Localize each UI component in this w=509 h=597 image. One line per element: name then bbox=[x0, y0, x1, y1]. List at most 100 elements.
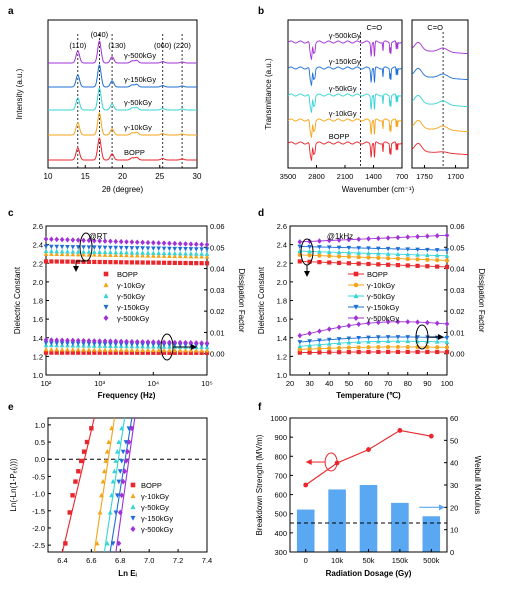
panel-c-dk-point bbox=[145, 246, 151, 251]
panel-c-dk-point bbox=[65, 244, 70, 250]
panel-e-x-tick-label: 7.2 bbox=[173, 556, 183, 565]
panel-c-dk-point bbox=[172, 250, 178, 256]
panel-e-point bbox=[97, 509, 103, 515]
panel-c-dk-point bbox=[43, 236, 49, 242]
panel-c-y2-label: Dissipation Factor bbox=[237, 268, 246, 332]
panel-d-df-point bbox=[356, 335, 361, 341]
panel-e-legend-marker bbox=[130, 526, 136, 532]
panel-c-y-tick-label: 1.4 bbox=[33, 334, 43, 343]
panel-d-df-point bbox=[376, 335, 381, 340]
panel-c-dk-point bbox=[59, 248, 65, 254]
panel-b-x-tick-label: 700 bbox=[396, 172, 409, 181]
panel-d-legend-label: γ-150kGy bbox=[367, 303, 399, 312]
panel-c-dk-point bbox=[183, 253, 188, 259]
panel-c-df-point bbox=[199, 350, 204, 355]
panel-c-df-point bbox=[161, 350, 167, 355]
panel-c-dk-point bbox=[108, 238, 113, 245]
panel-c-dk-point bbox=[70, 249, 76, 254]
panel-c-dk-point bbox=[183, 241, 188, 247]
panel-d-dk-point bbox=[415, 247, 420, 252]
panel-b-x-tick-label: 3500 bbox=[280, 172, 297, 181]
panel-c-dk-point bbox=[193, 254, 199, 259]
panel-d-df-point bbox=[346, 350, 351, 355]
panel-c-dk-point bbox=[43, 248, 49, 254]
panel-c-dk-point bbox=[129, 239, 135, 245]
panel-f-y-tick-label: 300 bbox=[274, 548, 287, 557]
panel-d-dk-point bbox=[366, 261, 371, 267]
panel-c-df-point bbox=[70, 347, 76, 352]
panel-d-df-point bbox=[336, 324, 342, 331]
panel-d-df-point bbox=[395, 319, 401, 325]
panel-e-point bbox=[109, 492, 115, 498]
panel-d-df-line bbox=[299, 346, 448, 350]
panel-d-y-tick-label: 1.8 bbox=[277, 297, 287, 306]
panel-d-dk-line bbox=[299, 246, 448, 251]
panel-c-df-point bbox=[151, 342, 156, 348]
panel-c-df-point bbox=[118, 338, 124, 345]
panel-c-df-point bbox=[134, 338, 140, 345]
panel-c-y-label: Dielectric Constant bbox=[13, 266, 22, 334]
panel-e-fit-line bbox=[115, 417, 136, 553]
panel-a-series-label: γ-50kGy bbox=[124, 98, 152, 107]
panel-d-x-tick-label: 80 bbox=[404, 379, 412, 388]
panel-a-series-line bbox=[48, 112, 197, 136]
panel-f-weibull-bar bbox=[328, 489, 346, 552]
panel-c-dk-point bbox=[43, 259, 49, 264]
panel-c-dk-point bbox=[156, 250, 162, 255]
panel-e-point bbox=[119, 425, 125, 431]
panel-c-df-point bbox=[140, 350, 145, 355]
panel-e-point bbox=[81, 449, 87, 454]
panel-c-dk-point bbox=[161, 240, 167, 246]
panel-d-dk-point bbox=[336, 245, 342, 251]
panel-f-breakdown-arrowhead bbox=[305, 459, 312, 466]
panel-c-df-point bbox=[118, 347, 124, 352]
panel-d-y-tick-label: 1.2 bbox=[277, 352, 287, 361]
panel-d-legend-label: γ-10kGy bbox=[367, 281, 395, 290]
panel-d-dk-point bbox=[376, 251, 381, 256]
panel-c-dk-point bbox=[65, 259, 70, 264]
panel-c-df-point bbox=[49, 350, 54, 355]
panel-d-df-point bbox=[297, 350, 302, 355]
panel-f-weibull-arrowhead bbox=[439, 504, 445, 511]
panel-c-legend-label: BOPP bbox=[117, 270, 138, 279]
panel-c-dk-point bbox=[129, 250, 135, 255]
panel-d-dk-line bbox=[299, 234, 448, 243]
panel-b-x-label: Wavenumber (cm⁻¹) bbox=[342, 185, 415, 194]
panel-c-df-point bbox=[81, 347, 86, 352]
panel-c-dk-point bbox=[102, 245, 108, 251]
panel-d-y-tick-label: 1.0 bbox=[277, 371, 287, 380]
panel-c-dk-point bbox=[140, 253, 145, 258]
panel-c-dk-point bbox=[129, 260, 134, 265]
panel-d-dk-point bbox=[326, 249, 332, 254]
panel-c-dk-point bbox=[199, 251, 204, 256]
panel-f-y2-tick-label: 10 bbox=[450, 526, 458, 535]
panel-c-df-point bbox=[70, 341, 76, 346]
panel-c-df-point bbox=[167, 350, 172, 355]
panel-d-y-tick-label: 2.0 bbox=[277, 278, 287, 287]
panel-c-y2-tick-label: 0.04 bbox=[210, 265, 225, 274]
panel-d-dk-point bbox=[425, 252, 430, 258]
panel-d-legend-marker bbox=[353, 271, 359, 277]
panel-c-df-point bbox=[172, 339, 178, 346]
panel-c-dk-point bbox=[145, 260, 151, 265]
panel-d-dk-point bbox=[425, 233, 430, 239]
panel-e-legend-label: γ-10kGy bbox=[141, 492, 169, 501]
panel-c-df-point bbox=[199, 340, 204, 346]
panel-c-dk-point bbox=[124, 245, 129, 251]
panel-f-y2-tick-label: 40 bbox=[450, 459, 458, 468]
panel-b-x-tick-label: 2100 bbox=[337, 172, 354, 181]
panel-c-dk-point bbox=[145, 250, 151, 255]
panel-c-df-point bbox=[60, 350, 65, 355]
panel-d-dk-point bbox=[356, 246, 361, 251]
panel-d-dk-point bbox=[326, 245, 332, 250]
panel-a-series-label: γ-10kGy bbox=[124, 123, 152, 132]
panel-c-df-point bbox=[113, 347, 119, 352]
panel-d-dk-point bbox=[346, 261, 351, 266]
panel-c-dk-point bbox=[178, 260, 183, 266]
panel-d-df-point bbox=[405, 338, 411, 344]
panel-c-dk-point bbox=[135, 260, 140, 265]
panel-c-dk-point bbox=[129, 246, 135, 251]
panel-c-df-point bbox=[81, 350, 86, 355]
panel-d-dk-point bbox=[346, 236, 352, 243]
panel-f-y-tick-label: 700 bbox=[274, 471, 287, 480]
